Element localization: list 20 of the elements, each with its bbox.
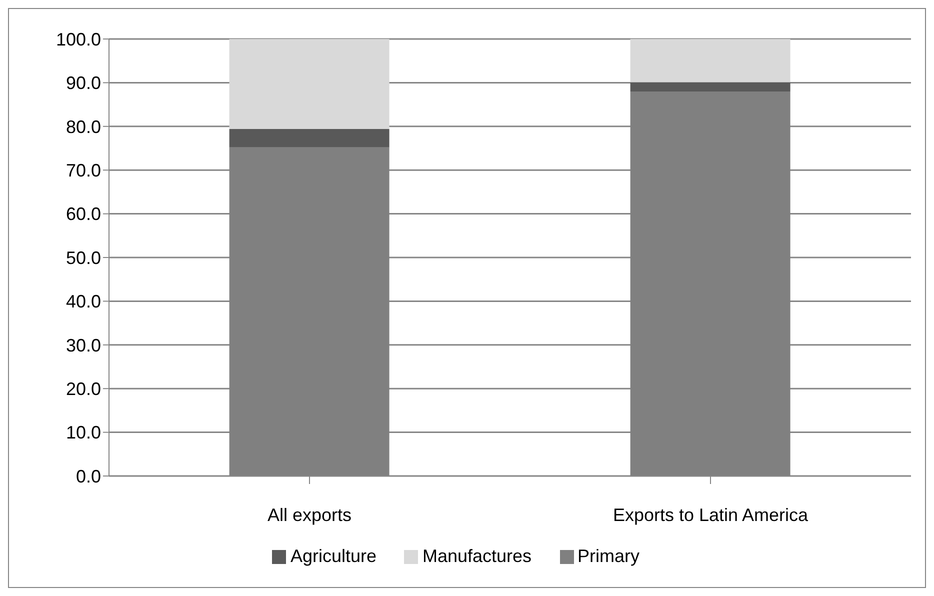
x-tick-label: Exports to Latin America — [612, 504, 810, 525]
y-tick-label: 90.0 — [66, 73, 101, 94]
y-tick-label: 30.0 — [66, 335, 101, 356]
y-tick-label: 40.0 — [66, 292, 101, 312]
y-tick-label: 20.0 — [66, 378, 101, 399]
y-tick-label: 50.0 — [66, 248, 101, 268]
y-tick-label: 0.0 — [76, 466, 101, 486]
bar — [229, 129, 390, 148]
y-tick-label: 100.0 — [56, 29, 101, 50]
y-tick-label: 60.0 — [66, 204, 101, 224]
bar — [630, 39, 790, 82]
bar — [229, 39, 390, 130]
bar — [630, 82, 790, 92]
y-tick-label: 80.0 — [66, 116, 101, 137]
legend-label: Agriculture — [290, 546, 376, 566]
legend-label: Primary — [578, 546, 640, 566]
x-tick-label: All exports — [267, 504, 352, 525]
y-tick-label: 10.0 — [66, 422, 101, 443]
legend-label: Manufactures — [422, 546, 532, 566]
y-tick-label: 70.0 — [66, 160, 101, 180]
